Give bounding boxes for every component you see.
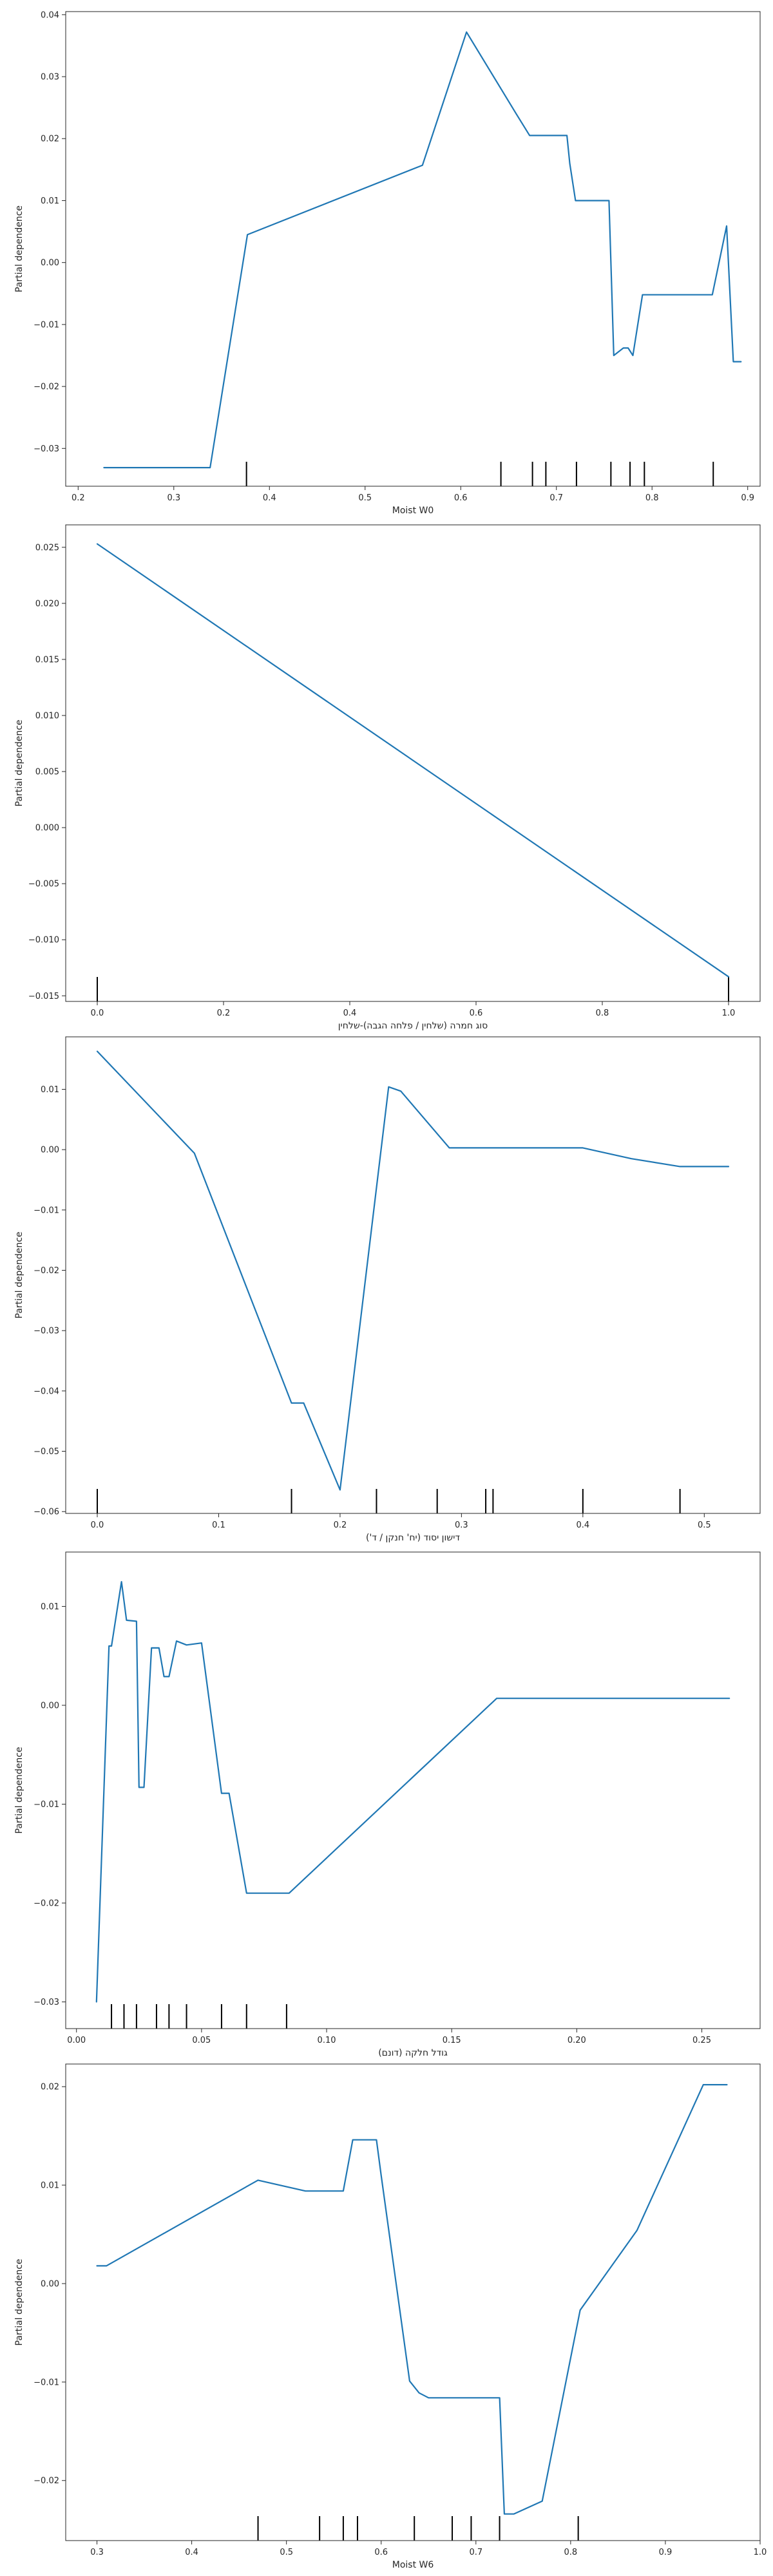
x-axis-label: Moist W0 bbox=[392, 506, 434, 516]
x-tick-label: 1.0 bbox=[722, 1009, 736, 1018]
x-tick-label: 0.8 bbox=[564, 2548, 578, 2557]
x-tick-label: 0.7 bbox=[549, 493, 563, 503]
y-tick-label: −0.02 bbox=[33, 1899, 59, 1909]
partial-dependence-line bbox=[95, 1581, 730, 2003]
x-tick-label: 0.2 bbox=[334, 1520, 347, 1530]
y-tick-label: −0.01 bbox=[33, 320, 59, 330]
y-axis-label: Partial dependence bbox=[14, 1747, 24, 1833]
x-tick-label: 0.5 bbox=[358, 493, 372, 503]
y-tick-label: 0.00 bbox=[41, 2279, 59, 2289]
pdp-panel-4: 0.00 0.05 0.10 0.15 0.20 0.25 −0.03 −0.02 −0.01 0… bbox=[14, 1551, 761, 2058]
x-tick-label: 0.0 bbox=[91, 1520, 104, 1530]
y-tick-label: −0.06 bbox=[33, 1508, 59, 1517]
y-tick-label: 0.025 bbox=[35, 543, 59, 553]
y-tick-label: 0.00 bbox=[41, 258, 59, 268]
axes-frame bbox=[65, 524, 761, 1002]
y-tick-label: −0.02 bbox=[33, 2476, 59, 2486]
x-tick-label: 0.15 bbox=[443, 2036, 461, 2045]
pdp-panel-5: 0.3 0.4 0.5 0.6 0.7 0.8 0.9 1.0 −0.02 −0.01 0.00 0.… bbox=[14, 2063, 767, 2570]
x-tick-label: 0.0 bbox=[91, 1009, 104, 1018]
x-tick-label: 0.10 bbox=[318, 2036, 336, 2045]
y-tick-label: −0.03 bbox=[33, 1327, 59, 1336]
y-tick-label: −0.005 bbox=[28, 880, 59, 889]
x-tick-label: 0.4 bbox=[343, 1009, 357, 1018]
y-tick-label: 0.005 bbox=[35, 768, 59, 777]
x-axis-label: סוג חמרה (שלחין / פלחה הגבה)-שלחין bbox=[338, 1021, 488, 1031]
x-tick-label: 0.00 bbox=[67, 2036, 86, 2045]
y-tick-label: −0.01 bbox=[33, 1800, 59, 1810]
y-tick-label: 0.01 bbox=[41, 2181, 59, 2191]
y-tick-label: 0.02 bbox=[41, 135, 59, 144]
x-tick-label: 0.3 bbox=[90, 2548, 104, 2557]
y-tick-label: −0.010 bbox=[28, 936, 59, 945]
x-tick-label: 0.25 bbox=[692, 2036, 711, 2045]
y-tick-label: 0.020 bbox=[35, 599, 59, 609]
y-tick-label: −0.02 bbox=[33, 1266, 59, 1276]
y-tick-label: −0.01 bbox=[33, 2378, 59, 2387]
x-tick-label: 0.4 bbox=[577, 1520, 590, 1530]
y-tick-label: 0.000 bbox=[35, 824, 59, 833]
x-tick-label: 0.8 bbox=[645, 493, 659, 503]
y-tick-label: 0.010 bbox=[35, 712, 59, 721]
x-axis-label: גודל חלקה (דונם) bbox=[378, 2048, 448, 2058]
pdp-panel-2: 0.0 0.2 0.4 0.6 0.8 1.0 −0.015 −0.010 −0.005 0.00… bbox=[14, 524, 761, 1031]
y-tick-label: 0.04 bbox=[41, 10, 59, 20]
y-tick-label: −0.04 bbox=[33, 1387, 59, 1396]
y-tick-label: 0.01 bbox=[41, 1085, 59, 1095]
axes-frame bbox=[65, 11, 761, 487]
x-tick-label: 0.3 bbox=[167, 493, 180, 503]
x-tick-label: 0.4 bbox=[185, 2548, 198, 2557]
x-tick-label: 0.2 bbox=[72, 493, 85, 503]
y-axis-label: Partial dependence bbox=[14, 1231, 24, 1318]
y-tick-label: 0.01 bbox=[41, 196, 59, 206]
y-tick-label: −0.02 bbox=[33, 383, 59, 392]
y-axis-label: Partial dependence bbox=[14, 205, 24, 292]
x-tick-label: 0.4 bbox=[263, 493, 276, 503]
axes-frame bbox=[65, 2063, 761, 2541]
x-tick-label: 1.0 bbox=[754, 2548, 767, 2557]
x-tick-label: 0.6 bbox=[374, 2548, 388, 2557]
x-tick-label: 0.5 bbox=[698, 1520, 711, 1530]
x-axis-label: דישון יסוד (יח' חנקן / ד') bbox=[366, 1533, 460, 1543]
y-tick-label: −0.015 bbox=[28, 992, 59, 1001]
axes-frame bbox=[65, 1551, 761, 2029]
y-tick-label: 0.00 bbox=[41, 1701, 59, 1710]
x-tick-label: 0.9 bbox=[659, 2548, 673, 2557]
x-tick-label: 0.1 bbox=[212, 1520, 225, 1530]
x-tick-label: 0.7 bbox=[469, 2548, 482, 2557]
y-tick-label: 0.00 bbox=[41, 1146, 59, 1155]
partial-dependence-line bbox=[103, 31, 742, 469]
y-tick-label: 0.03 bbox=[41, 73, 59, 82]
partial-dependence-line bbox=[96, 2084, 728, 2515]
pdp-panel-1: 0.2 0.3 0.4 0.5 0.6 0.7 0.8 0.9 −0.03 −0.02 −0.01 0… bbox=[14, 10, 761, 516]
x-tick-label: 0.6 bbox=[454, 493, 468, 503]
x-tick-label: 0.5 bbox=[280, 2548, 293, 2557]
x-tick-label: 0.9 bbox=[741, 493, 754, 503]
x-tick-label: 0.20 bbox=[568, 2036, 586, 2045]
x-axis-label: Moist W6 bbox=[392, 2560, 434, 2570]
x-tick-label: 0.3 bbox=[455, 1520, 468, 1530]
y-tick-label: 0.02 bbox=[41, 2083, 59, 2092]
partial-dependence-line bbox=[96, 543, 730, 978]
y-tick-label: −0.05 bbox=[33, 1447, 59, 1457]
x-tick-label: 0.2 bbox=[217, 1009, 231, 1018]
y-tick-label: −0.03 bbox=[33, 444, 59, 454]
y-tick-label: −0.01 bbox=[33, 1206, 59, 1215]
y-axis-label: Partial dependence bbox=[14, 719, 24, 806]
x-tick-label: 0.05 bbox=[192, 2036, 211, 2045]
x-tick-label: 0.8 bbox=[596, 1009, 609, 1018]
y-tick-label: 0.01 bbox=[41, 1602, 59, 1612]
y-axis-label: Partial dependence bbox=[14, 2259, 24, 2345]
pdp-panel-3: 0.0 0.1 0.2 0.3 0.4 0.5 −0.06 −0.05 −0.04 −0.03 −0… bbox=[14, 1036, 761, 1543]
y-tick-label: 0.015 bbox=[35, 655, 59, 665]
x-tick-label: 0.6 bbox=[470, 1009, 483, 1018]
axes-frame bbox=[65, 1036, 761, 1514]
y-tick-label: −0.03 bbox=[33, 1998, 59, 2007]
partial-dependence-line bbox=[96, 1050, 730, 1491]
